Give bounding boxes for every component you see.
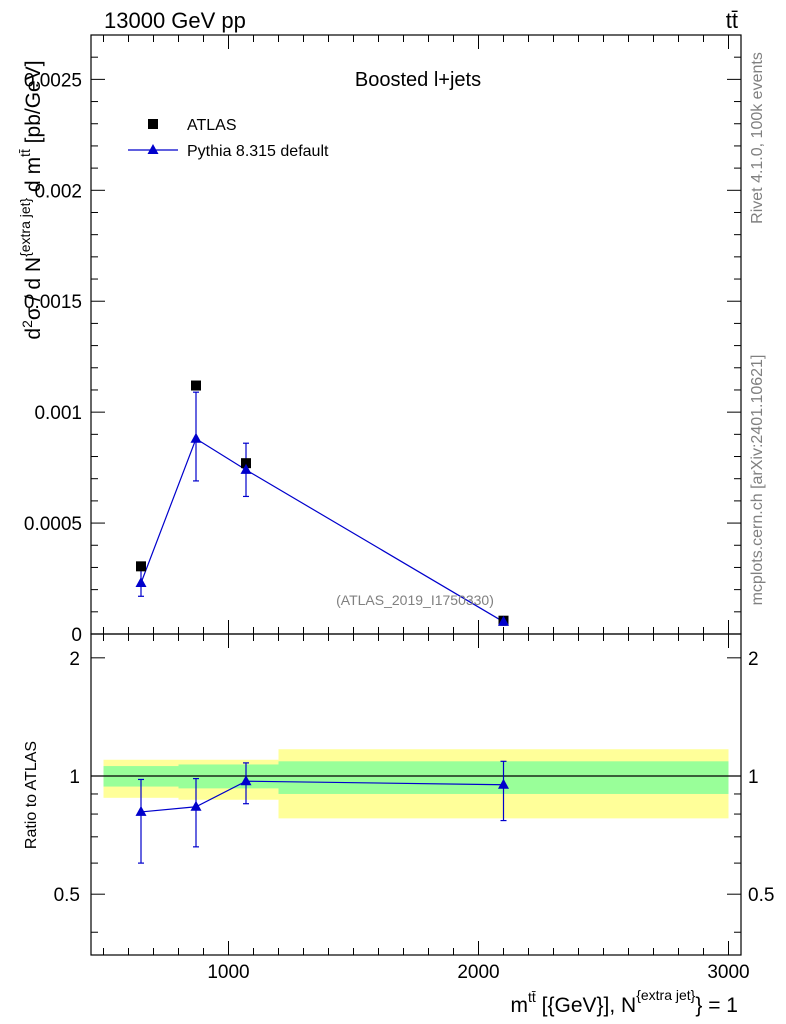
ylabel-d2: d xyxy=(22,328,45,340)
energy-label: 13000 GeV pp xyxy=(104,8,246,33)
ylabel-sigma: σ / d N xyxy=(22,257,45,320)
xlabel-end: } = 1 xyxy=(695,994,738,1017)
pythia-series-line xyxy=(140,437,504,623)
pythia-data-point xyxy=(190,432,202,443)
x-tick-label: 3000 xyxy=(707,962,749,983)
ratio-data-point xyxy=(498,778,509,789)
chart-title: Boosted l+jets xyxy=(355,69,481,91)
main-y-tick-label: 0.001 xyxy=(34,403,82,424)
ylabel-unit: [pb/GeV] xyxy=(22,60,45,149)
main-plot-panel: 0 0.0005 0.001 0.0015 0.002 0.0025 Boosted l+… xyxy=(17,34,742,646)
ratio-data-point xyxy=(135,805,147,816)
xlabel-m-sup: tt̄ xyxy=(528,989,536,1005)
process-label: tt̄ xyxy=(726,8,738,33)
main-y-tick-label: 0.0005 xyxy=(24,514,82,535)
pythia-data-point xyxy=(498,615,509,626)
ratio-series-line xyxy=(140,780,504,813)
ylabel-d2-sup: 2 xyxy=(19,320,35,328)
main-y-tick-label: 0.002 xyxy=(34,181,82,202)
atlas-data-point xyxy=(191,380,201,391)
xlabel-m: m xyxy=(511,994,529,1017)
ratio-y-tick-label: 2 xyxy=(69,649,80,670)
ratio-y-tick-label: 1 xyxy=(69,767,80,788)
analysis-label: (ATLAS_2019_I1750330) xyxy=(336,592,494,608)
ratio-y-tick-label: 0.5 xyxy=(54,885,80,906)
main-y-tick-label: 0.0025 xyxy=(24,70,82,91)
legend: ATLAS Pythia 8.315 default xyxy=(128,117,329,160)
xlabel-n-sup: {extra jet} xyxy=(636,987,695,1003)
ratio-plot-panel: 1000 2000 3000 0.5 0.5 1 1 2 2 Ratio to ATLAS mt… xyxy=(23,633,774,1017)
ratio-frame xyxy=(90,633,742,956)
pythia-data-point xyxy=(135,576,147,587)
mcplots-label: mcplots.cern.ch [arXiv:2401.10621] xyxy=(749,355,766,606)
ratio-y-tick-label-right: 2 xyxy=(748,649,759,670)
legend-atlas-marker xyxy=(148,119,158,129)
ratio-y-tick-label-right: 0.5 xyxy=(748,885,774,906)
main-y-tick-label: 0 xyxy=(71,625,82,646)
pythia-data-point xyxy=(240,463,252,474)
ratio-y-tick-label-right: 1 xyxy=(748,767,759,788)
legend-atlas-label: ATLAS xyxy=(187,117,237,134)
main-y-axis-label: d2σ / d N{extra jet} d mtt̄ [pb/GeV] xyxy=(17,60,45,339)
x-axis-label: mtt̄ [{GeV}], N{extra jet}} = 1 xyxy=(511,987,738,1017)
ratio-y-axis-label: Ratio to ATLAS xyxy=(23,741,40,849)
ylabel-sup2: tt̄ xyxy=(17,149,33,157)
legend-pythia-label: Pythia 8.315 default xyxy=(187,143,329,160)
ratio-data-point xyxy=(240,775,252,786)
legend-pythia-marker xyxy=(147,144,159,154)
atlas-data-point xyxy=(241,458,251,469)
rivet-label: Rivet 4.1.0, 100k events xyxy=(749,52,766,224)
x-tick-label: 1000 xyxy=(207,962,249,983)
xlabel-mid: [{GeV}], N xyxy=(536,994,636,1017)
ratio-data-point xyxy=(190,800,202,811)
ylabel-sup1: {extra jet} xyxy=(17,197,33,256)
x-tick-label: 2000 xyxy=(457,962,499,983)
ylabel-mid: d m xyxy=(22,157,45,198)
main-y-tick-label: 0.0015 xyxy=(24,292,82,313)
atlas-data-point xyxy=(136,561,146,572)
